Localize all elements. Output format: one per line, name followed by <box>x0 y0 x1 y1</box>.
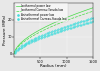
Isothermal Carreau-Yasuda law <box>71 18 72 19</box>
Anisothermal Carreau-Yasuda law <box>14 52 16 53</box>
Legend: Isothermal power law, Isothermal Carreau-Yasuda law, Anisothermal power law, Ani: Isothermal power law, Isothermal Carreau… <box>15 3 68 22</box>
Anisothermal Carreau-Yasuda law <box>91 21 92 22</box>
Anisothermal Carreau-Yasuda law <box>33 40 34 41</box>
Line: Isothermal Carreau-Yasuda law: Isothermal Carreau-Yasuda law <box>14 11 93 54</box>
Isothermal power law <box>71 15 72 16</box>
Isothermal power law <box>14 53 15 54</box>
Anisothermal power law <box>91 18 92 19</box>
Anisothermal power law <box>14 52 16 53</box>
Anisothermal power law <box>43 34 44 35</box>
Line: Isothermal power law: Isothermal power law <box>14 8 93 54</box>
Anisothermal power law <box>23 44 24 45</box>
Isothermal Carreau-Yasuda law <box>63 21 64 22</box>
Anisothermal Carreau-Yasuda law <box>23 45 24 46</box>
Isothermal Carreau-Yasuda law <box>92 11 93 12</box>
Anisothermal Carreau-Yasuda law <box>92 21 93 22</box>
Isothermal Carreau-Yasuda law <box>70 18 72 19</box>
Anisothermal Carreau-Yasuda law <box>84 23 85 24</box>
Isothermal Carreau-Yasuda law <box>39 32 41 33</box>
Isothermal power law <box>39 29 41 30</box>
Anisothermal power law <box>29 41 30 42</box>
Anisothermal Carreau-Yasuda law <box>29 42 30 43</box>
Y-axis label: Pressure (MPa): Pressure (MPa) <box>3 15 7 45</box>
Anisothermal power law <box>84 20 85 21</box>
Isothermal Carreau-Yasuda law <box>23 41 24 42</box>
Line: Anisothermal Carreau-Yasuda law: Anisothermal Carreau-Yasuda law <box>14 21 93 53</box>
Isothermal power law <box>92 7 93 8</box>
Isothermal power law <box>70 15 72 16</box>
Line: Anisothermal power law: Anisothermal power law <box>14 17 93 53</box>
Isothermal Carreau-Yasuda law <box>45 29 46 30</box>
Anisothermal power law <box>92 18 93 19</box>
Isothermal Carreau-Yasuda law <box>14 53 15 54</box>
Isothermal power law <box>63 18 64 19</box>
Anisothermal Carreau-Yasuda law <box>43 36 44 37</box>
Isothermal power law <box>23 40 24 41</box>
X-axis label: Radius (mm): Radius (mm) <box>40 64 67 68</box>
